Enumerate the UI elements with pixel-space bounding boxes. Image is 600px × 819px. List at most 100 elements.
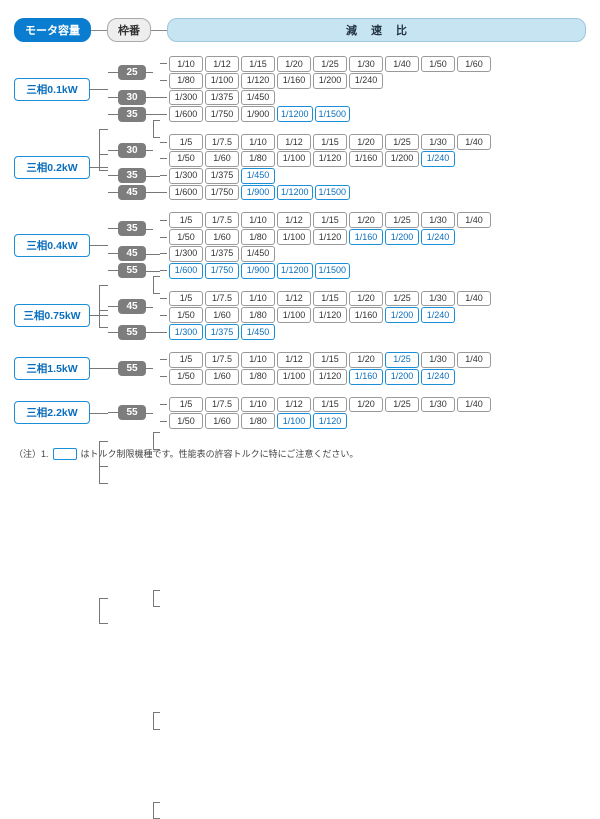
ratio-box: 1/25 [385,212,419,228]
bracket [146,352,160,385]
frame-row: 451/3001/3751/450 [108,246,586,262]
ratio-box: 1/15 [313,134,347,150]
connector-line [108,150,118,151]
frame-row: 301/3001/3751/450 [108,90,586,106]
ratio-box: 1/7.5 [205,291,239,307]
ratio-box: 1/240 [421,151,455,167]
connector-line [108,228,118,229]
header-row: モータ容量 枠番 減速比 [14,18,586,42]
bracket [146,168,160,184]
frames-col: 251/101/121/151/201/251/301/401/501/601/… [108,56,586,122]
frame-badge: 45 [118,185,146,200]
ratio-rows: 1/6001/7501/9001/12001/1500 [160,106,586,122]
ratio-box: 1/750 [205,185,239,201]
ratio-box: 1/375 [205,168,239,184]
ratio-box: 1/25 [385,352,419,368]
motor-col: 三相0.1kW [14,78,90,101]
frame-badge: 55 [118,263,146,278]
frame-badge: 55 [118,325,146,340]
ratio-box: 1/20 [349,397,383,413]
ratio-box: 1/120 [313,307,347,323]
ratio-box: 1/375 [205,324,239,340]
ratio-box: 1/160 [277,73,311,89]
bracket [90,134,108,200]
motor-badge: 三相1.5kW [14,357,90,380]
ratio-box: 1/5 [169,352,203,368]
connector-line [108,97,118,98]
ratio-box: 1/100 [277,151,311,167]
ratio-row: 1/101/121/151/201/251/301/401/501/60 [160,56,586,72]
frame-badge: 55 [118,405,146,420]
ratio-box: 1/10 [241,134,275,150]
ratio-box: 1/160 [349,307,383,323]
ratio-box: 1/120 [313,413,347,429]
ratio-box: 1/300 [169,324,203,340]
motor-group: 三相0.2kW301/51/7.51/101/121/151/201/251/3… [14,134,586,200]
connector-line [160,142,167,143]
ratio-box: 1/80 [241,413,275,429]
ratio-box: 1/120 [313,229,347,245]
frame-row: 251/101/121/151/201/251/301/401/501/601/… [108,56,586,89]
ratio-box: 1/15 [313,352,347,368]
frame-row: 35 1/3001/3751/450 [108,168,586,184]
ratio-rows: 1/6001/7501/9001/12001/1500 [160,263,586,279]
bracket [146,106,160,122]
footnote-text: はトルク制限機種です。性能表の許容トルクに特にご注意ください。 [81,447,359,460]
bracket [90,291,108,340]
ratio-box: 1/25 [313,56,347,72]
ratio-row: 1/801/1001/1201/1601/2001/240 [160,73,586,89]
ratio-box: 1/10 [241,397,275,413]
frame-row: 451/51/7.51/101/121/151/201/251/301/401/… [108,291,586,324]
frame-row: 351/6001/7501/9001/12001/1500 [108,106,586,122]
ratio-row: 1/501/601/801/1001/1201/1601/2001/240 [160,229,586,245]
ratio-box: 1/900 [241,106,275,122]
ratio-rows: 1/51/7.51/101/121/151/201/251/301/401/50… [160,397,586,430]
ratio-box: 1/15 [313,397,347,413]
ratio-box: 1/900 [241,185,275,201]
ratio-box: 1/5 [169,397,203,413]
ratio-row: 1/3001/3751/450 [160,168,586,184]
ratio-box: 1/25 [385,397,419,413]
ratio-box: 1/750 [205,106,239,122]
ratio-box: 1/7.5 [205,212,239,228]
ratio-box: 1/100 [205,73,239,89]
motor-badge: 三相0.1kW [14,78,90,101]
motor-group: 三相0.1kW 251/101/121/151/201/251/301/401/5… [14,56,586,122]
ratio-box: 1/160 [349,151,383,167]
ratio-box: 1/200 [385,229,419,245]
ratio-box: 1/30 [349,56,383,72]
frame-badge: 55 [118,361,146,376]
ratio-box: 1/450 [241,90,275,106]
motor-group: 三相1.5kW551/51/7.51/101/121/151/201/251/3… [14,352,586,385]
ratio-box: 1/600 [169,106,203,122]
connector-line [108,332,118,333]
connector-line [160,315,167,316]
motor-badge: 三相0.75kW [14,304,90,327]
frame-row: 451/6001/7501/9001/12001/1500 [108,185,586,201]
ratio-box: 1/80 [241,307,275,323]
bracket [146,291,160,324]
connector-line [108,412,118,413]
connector-line [108,306,118,307]
ratio-box: 1/1500 [315,263,351,279]
ratio-box: 1/5 [169,291,203,307]
ratio-box: 1/12 [205,56,239,72]
connector-line [160,63,167,64]
ratio-box: 1/60 [205,229,239,245]
ratio-box: 1/375 [205,90,239,106]
ratio-box: 1/375 [205,246,239,262]
frames-col: 451/51/7.51/101/121/151/201/251/301/401/… [108,291,586,340]
ratio-box: 1/240 [421,229,455,245]
ratio-box: 1/40 [457,352,491,368]
frame-badge: 35 [118,168,146,183]
ratio-box: 1/7.5 [205,134,239,150]
ratio-box: 1/40 [457,212,491,228]
bracket [146,134,160,167]
ratio-box: 1/40 [457,291,491,307]
ratio-box: 1/20 [349,134,383,150]
ratio-rows: 1/101/121/151/201/251/301/401/501/601/80… [160,56,586,89]
bracket [146,246,160,262]
motor-group: 三相2.2kW551/51/7.51/101/121/151/201/251/3… [14,397,586,430]
ratio-box: 1/750 [205,263,239,279]
ratio-box: 1/50 [421,56,455,72]
